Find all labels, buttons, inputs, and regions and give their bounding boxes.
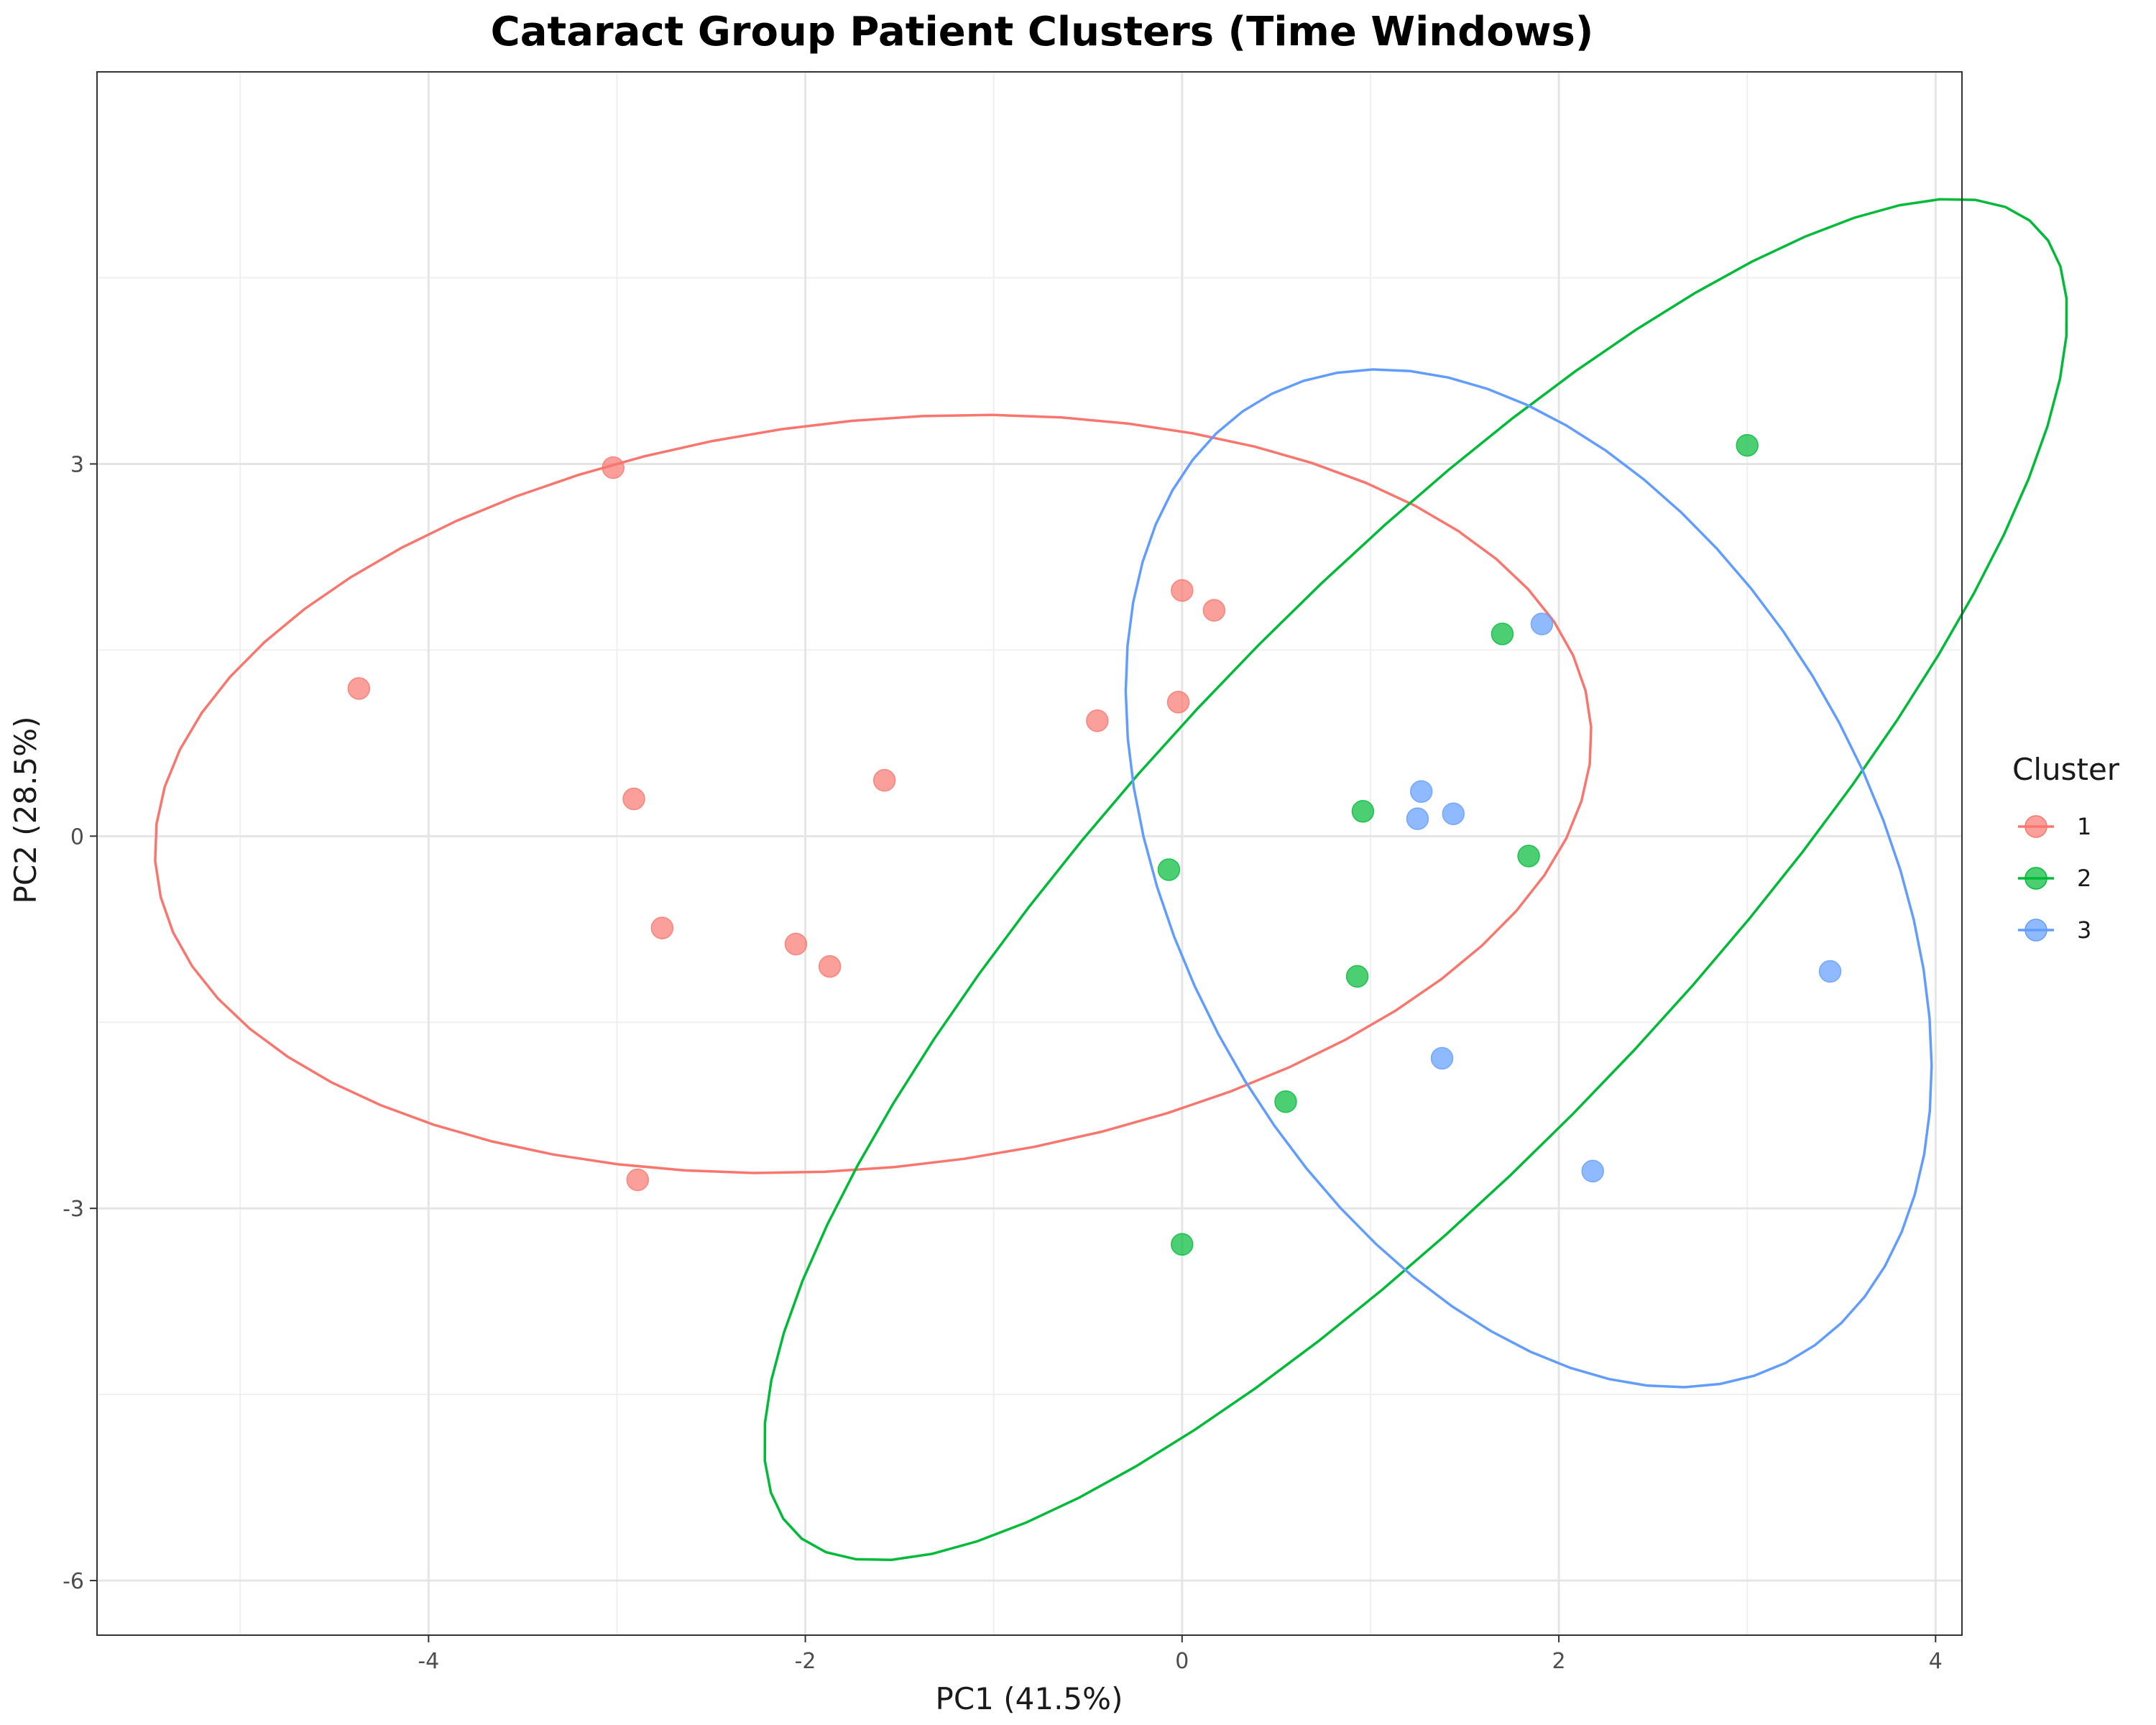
y-tick-label: 3 xyxy=(70,452,84,477)
cluster-3-point xyxy=(1406,807,1429,830)
chart-title: Cataract Group Patient Clusters (Time Wi… xyxy=(491,9,1594,55)
cluster-1-point xyxy=(650,916,674,939)
legend-key-point xyxy=(2024,919,2047,942)
legend: Cluster 1 2 3 xyxy=(2012,752,2120,944)
cluster-1-ellipse xyxy=(154,413,1593,1174)
x-axis-label: PC1 (41.5%) xyxy=(936,1681,1123,1716)
cluster-1-point xyxy=(347,677,371,700)
cluster-1-point xyxy=(818,954,842,978)
legend-label: 2 xyxy=(2077,865,2091,892)
x-tick-label: 2 xyxy=(1552,1649,1566,1674)
cluster-1-point xyxy=(1202,599,1226,622)
cluster-2-point xyxy=(1736,433,1759,457)
y-tick-label: -3 xyxy=(63,1197,84,1222)
legend-label: 1 xyxy=(2077,813,2091,840)
x-tick-label: 4 xyxy=(1929,1649,1943,1674)
y-axis: -6 -3 0 3 xyxy=(63,452,97,1594)
x-tick-label: -2 xyxy=(795,1649,816,1674)
data-points xyxy=(347,433,1842,1256)
cluster-3-point xyxy=(1442,802,1465,826)
cluster-2-point xyxy=(1171,1233,1194,1256)
ellipses xyxy=(154,198,2068,1561)
cluster-1-point xyxy=(784,932,808,956)
plot-border xyxy=(96,71,1963,1636)
legend-key-point xyxy=(2024,815,2047,838)
grid-minor xyxy=(97,72,1962,1635)
cluster-2-point xyxy=(1274,1090,1297,1113)
cluster-2-point xyxy=(1157,858,1181,881)
cluster-2-point xyxy=(1345,965,1369,988)
cluster-1-point xyxy=(622,787,645,811)
grid-major xyxy=(97,72,1962,1635)
x-axis: -4 -2 0 2 4 xyxy=(418,1635,1943,1674)
cluster-2-ellipse xyxy=(763,198,2068,1561)
cluster-1-point xyxy=(626,1168,650,1192)
cluster-3-point xyxy=(1430,1046,1454,1070)
y-tick-label: -6 xyxy=(63,1569,84,1594)
cluster-1-point xyxy=(1166,691,1190,714)
y-tick-label: 0 xyxy=(70,824,84,850)
cluster-3-point xyxy=(1818,960,1842,983)
cluster-2-point xyxy=(1517,845,1540,868)
x-tick-label: -4 xyxy=(418,1649,439,1674)
plot-background xyxy=(97,72,1962,1635)
cluster-1-point xyxy=(602,456,625,479)
cluster-2-point xyxy=(1351,800,1375,823)
legend-label: 3 xyxy=(2077,916,2091,944)
cluster-3-point xyxy=(1409,780,1433,803)
cluster-2-point xyxy=(1491,622,1514,645)
legend-key-point xyxy=(2024,867,2047,890)
legend-title: Cluster xyxy=(2012,752,2120,787)
cluster-1-point xyxy=(1171,579,1194,602)
y-axis-label: PC2 (28.5%) xyxy=(8,717,43,904)
cluster-1-point xyxy=(1086,709,1109,732)
x-tick-label: 0 xyxy=(1175,1649,1189,1674)
plot-area xyxy=(96,71,2068,1636)
cluster-3-point xyxy=(1581,1159,1604,1183)
cluster-3-ellipse xyxy=(1124,368,1933,1389)
cluster-3-point xyxy=(1530,612,1554,635)
cluster-1-point xyxy=(872,768,896,792)
